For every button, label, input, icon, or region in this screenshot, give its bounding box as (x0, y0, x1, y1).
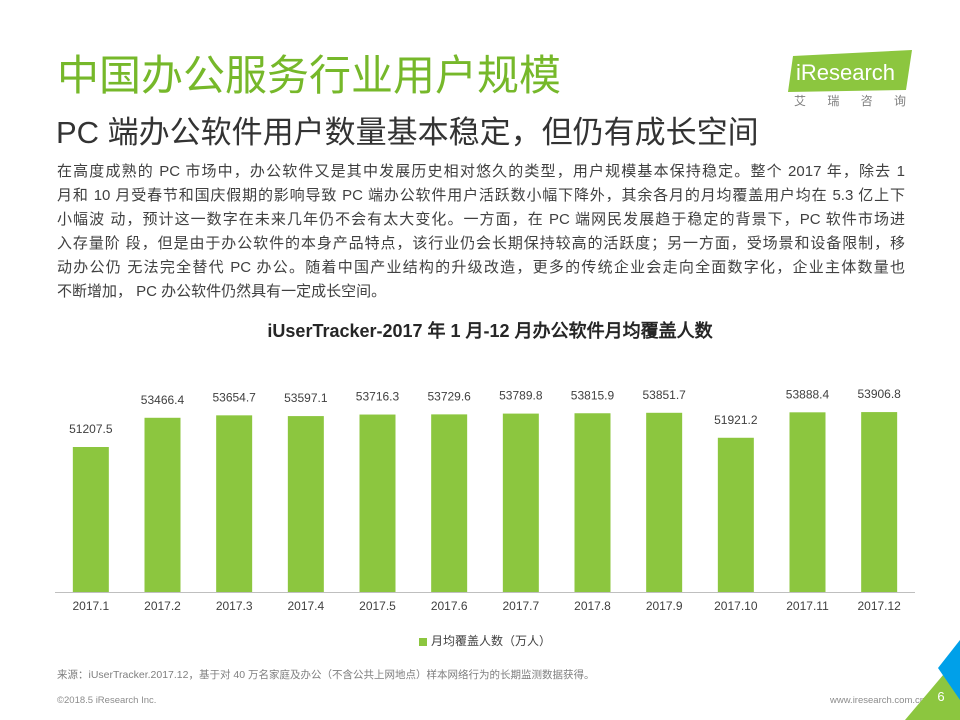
x-tick-label-2: 2017.2 (144, 599, 181, 613)
data-label-6: 53729.6 (427, 389, 471, 403)
copyright: ©2018.5 iResearch Inc. (57, 695, 157, 706)
data-label-11: 53888.4 (786, 387, 830, 401)
logo-brand-text: iResearch (796, 60, 895, 85)
bar-10 (717, 437, 754, 592)
data-label-3: 53654.7 (212, 390, 256, 404)
data-label-9: 53851.7 (642, 388, 686, 402)
page-title: 中国办公服务行业用户规模 (57, 52, 562, 99)
legend-swatch (419, 638, 427, 646)
data-label-1: 51207.5 (69, 422, 113, 436)
iresearch-logo: iResearch (788, 50, 912, 92)
legend-label: 月均覆盖人数（万人） (431, 634, 552, 648)
bar-2 (144, 417, 181, 592)
x-tick-label-9: 2017.9 (646, 599, 683, 613)
website-link[interactable]: www.iresearch.com.cn (830, 695, 926, 706)
paragraph-line: 月和 10 月受春节和国庆假期的影响导致 PC 端办公软件用户活跃数小幅下降外，… (57, 187, 905, 204)
corner-decoration (905, 640, 960, 720)
x-tick-label-12: 2017.12 (857, 599, 901, 613)
body-paragraph: 在高度成熟的 PC 市场中，办公软件又是其中发展历史相对悠久的类型，用户规模基本… (57, 160, 905, 304)
paragraph-line: 入存量阶 段，但是由于办公软件的本身产品特点，该行业仍会长期保持较高的活跃度；另… (57, 235, 905, 252)
source-note: 来源：iUserTracker.2017.12，基于对 40 万名家庭及办公（不… (57, 669, 595, 681)
paragraph-line: 不断增加， PC 办公软件仍然具有一定成长空间。 (57, 283, 387, 300)
data-label-7: 53789.8 (499, 389, 543, 403)
data-label-4: 53597.1 (284, 391, 328, 405)
x-tick-label-1: 2017.1 (72, 599, 109, 613)
x-tick-label-4: 2017.4 (287, 599, 324, 613)
data-label-5: 53716.3 (356, 390, 400, 404)
data-label-2: 53466.4 (141, 393, 185, 407)
page-subtitle: PC 端办公软件用户数量基本稳定，但仍有成长空间 (56, 115, 759, 150)
x-tick-label-10: 2017.10 (714, 599, 758, 613)
data-label-10: 51921.2 (714, 413, 758, 427)
corner-cyan-triangle (938, 640, 960, 700)
bar-3 (216, 415, 253, 592)
bar-6 (431, 414, 468, 592)
x-tick-label-11: 2017.11 (786, 599, 829, 613)
x-tick-label-8: 2017.8 (574, 599, 611, 613)
bar-9 (646, 412, 683, 592)
data-label-12: 53906.8 (857, 387, 901, 401)
data-label-8: 53815.9 (571, 388, 615, 402)
bar-7 (502, 413, 539, 592)
page-number: 6 (937, 689, 945, 704)
bar-5 (359, 414, 396, 592)
logo-background (788, 50, 912, 92)
x-tick-label-3: 2017.3 (216, 599, 253, 613)
bar-11 (789, 412, 826, 592)
bar-12 (861, 412, 898, 592)
x-tick-label-5: 2017.5 (359, 599, 396, 613)
paragraph-line: 在高度成熟的 PC 市场中，办公软件又是其中发展历史相对悠久的类型，用户规模基本… (57, 163, 905, 180)
chart-title: iUserTracker-2017 年 1 月-12 月办公软件月均覆盖人数 (267, 321, 713, 341)
chart-legend: 月均覆盖人数（万人） (419, 631, 619, 651)
x-tick-label-6: 2017.6 (431, 599, 468, 613)
paragraph-line: 小幅波 动，预计这一数字在未来几年仍不会有太大变化。一方面，在 PC 端网民发展… (57, 211, 905, 228)
bar-1 (72, 447, 109, 592)
bar-chart: 51207.5 2017.1 53466.4 2017.2 53654.7 2017.3 5… (55, 387, 915, 613)
paragraph-line: 动办公仍 无法完全替代 PC 办公。随着中国产业结构的升级改造，更多的传统企业会… (57, 259, 905, 276)
bar-4 (287, 416, 324, 592)
x-tick-label-7: 2017.7 (502, 599, 539, 613)
logo-chinese-text: 艾 瑞 咨 询 (794, 94, 906, 108)
bar-8 (574, 413, 611, 592)
